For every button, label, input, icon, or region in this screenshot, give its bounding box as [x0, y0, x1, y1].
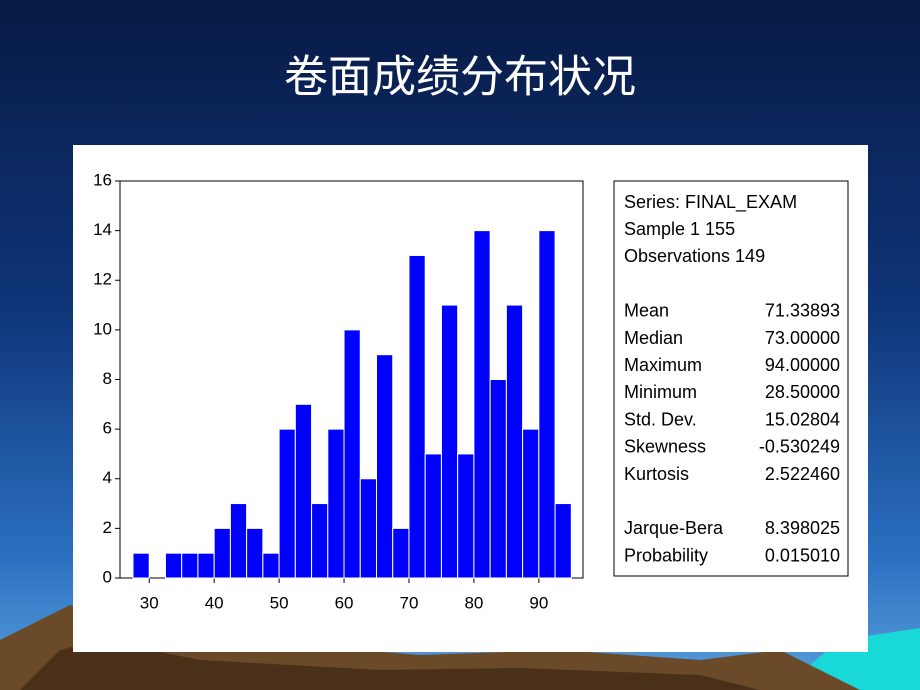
bar [197, 552, 215, 579]
bar [473, 230, 491, 579]
bar [181, 552, 199, 579]
bar [246, 527, 264, 579]
x-tick-label: 60 [335, 593, 354, 612]
bar [457, 453, 475, 579]
stats-frame [613, 180, 849, 577]
stat-value: 2.522460 [765, 464, 840, 484]
stat-label: Median [624, 328, 683, 348]
stat-value: 94.00000 [765, 355, 840, 375]
x-tick-label: 80 [464, 593, 483, 612]
bar [164, 552, 183, 579]
slide-title: 卷面成绩分布状况 [284, 52, 636, 103]
stats-header: Series: FINAL_EXAM [624, 192, 797, 213]
stat-label: Maximum [624, 355, 702, 375]
bar [132, 552, 150, 579]
bar [489, 379, 507, 579]
stat-label: Probability [624, 545, 708, 565]
x-tick-label: 90 [529, 593, 548, 612]
y-tick-label: 4 [103, 468, 112, 487]
y-tick-label: 14 [93, 220, 112, 239]
stat-label: Skewness [624, 437, 706, 457]
bar [538, 230, 556, 579]
bar [327, 428, 345, 579]
y-tick-label: 8 [103, 369, 112, 388]
stat-label: Minimum [624, 382, 697, 402]
stat-value: 0.015010 [765, 545, 840, 565]
bar [505, 304, 524, 579]
stat-value: 15.02804 [765, 409, 840, 429]
mountains-dark [20, 640, 760, 690]
stat-value: 73.00000 [765, 328, 840, 348]
bar [408, 254, 426, 579]
stat-value: -0.530249 [759, 437, 840, 457]
stat-value: 8.398025 [765, 518, 840, 538]
stat-value: 28.50000 [765, 382, 840, 402]
bar [343, 329, 361, 579]
stats-header: Observations 149 [624, 246, 765, 266]
y-tick-label: 0 [103, 567, 112, 586]
bar [424, 453, 442, 579]
bar [229, 503, 248, 579]
stat-label: Mean [624, 301, 669, 321]
bar [294, 403, 313, 579]
bar [311, 503, 329, 579]
y-tick-label: 10 [93, 319, 112, 338]
bar [213, 527, 231, 579]
bar [554, 503, 572, 579]
x-tick-label: 50 [270, 593, 289, 612]
y-tick-label: 2 [103, 518, 112, 537]
bar [440, 304, 459, 579]
y-tick-label: 16 [93, 170, 112, 189]
bar [359, 478, 378, 579]
stats-header: Sample 1 155 [624, 219, 735, 239]
y-tick-label: 6 [103, 419, 112, 438]
x-tick-label: 30 [140, 593, 159, 612]
bar [376, 354, 394, 579]
stat-label: Kurtosis [624, 464, 689, 484]
x-tick-label: 70 [400, 593, 419, 612]
y-tick-label: 12 [93, 270, 112, 289]
stat-value: 71.33893 [765, 301, 840, 321]
stat-label: Std. Dev. [624, 409, 697, 429]
bar [278, 428, 296, 579]
bar [522, 428, 540, 579]
bar [392, 527, 410, 579]
stat-label: Jarque-Bera [624, 518, 724, 538]
x-tick-label: 40 [205, 593, 224, 612]
bar [262, 552, 280, 579]
